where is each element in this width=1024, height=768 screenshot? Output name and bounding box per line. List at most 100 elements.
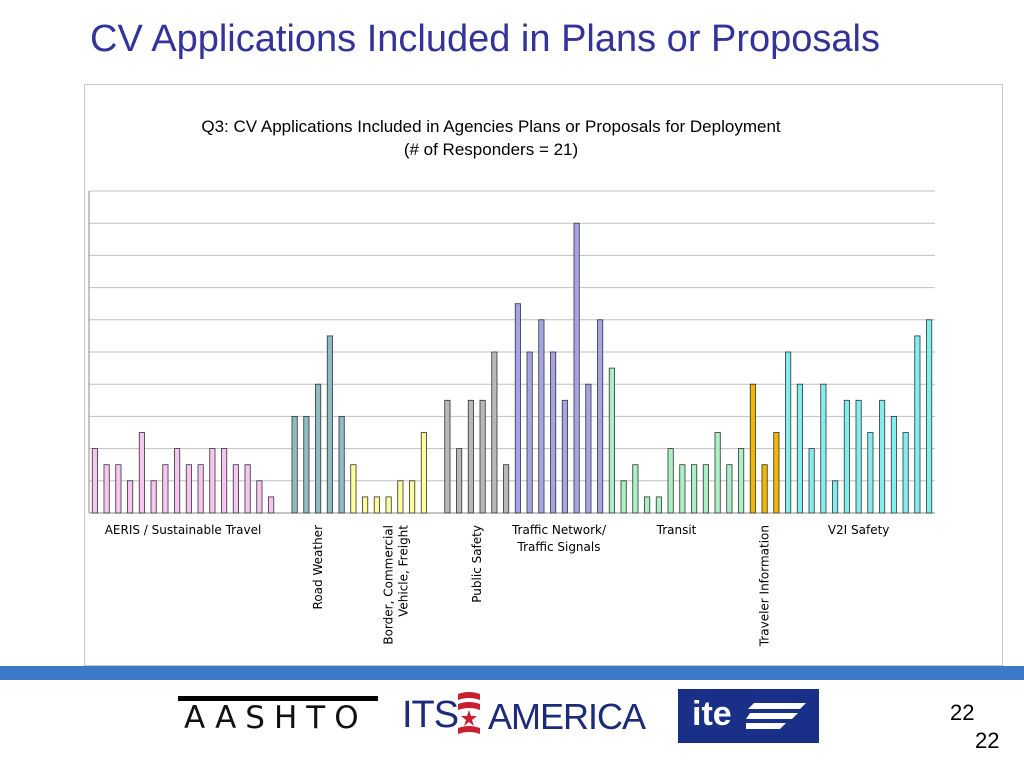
bar	[832, 480, 839, 514]
bar	[397, 480, 404, 514]
bar	[291, 415, 298, 514]
bar	[256, 480, 263, 514]
gridlines	[88, 190, 935, 514]
bar	[315, 383, 322, 514]
chart-frame: Q3: CV Applications Included in Agencies…	[84, 84, 1003, 666]
bar	[209, 448, 216, 514]
bar	[843, 399, 850, 514]
category-label-line2: Vehicle, Freight	[397, 525, 411, 617]
bar	[773, 432, 780, 514]
bar	[702, 464, 709, 514]
bar	[655, 496, 662, 514]
bar	[350, 464, 357, 514]
chart-subtitle: (# of Responders = 21)	[404, 140, 578, 159]
category-label: Public Safety	[470, 525, 484, 603]
its-logo-text: ITS	[402, 694, 459, 736]
america-logo-text: AMERICA	[488, 696, 646, 737]
bar	[714, 432, 721, 514]
flag-icon	[458, 692, 480, 734]
bar	[550, 351, 557, 514]
bar	[385, 496, 392, 514]
bar	[491, 351, 498, 514]
bar	[362, 496, 369, 514]
category-label: Traffic Network/	[511, 523, 607, 537]
bar	[503, 464, 510, 514]
ite-logo-text: ite	[692, 695, 732, 733]
bar	[620, 480, 627, 514]
bar	[232, 464, 239, 514]
category-labels: AERIS / Sustainable Travel Road Weather Bo…	[105, 523, 890, 647]
bar	[373, 496, 380, 514]
bar	[326, 335, 333, 514]
ite-logo: ite	[678, 689, 819, 743]
bar	[91, 448, 98, 514]
bar	[608, 367, 615, 514]
bar	[597, 319, 604, 514]
bar	[162, 464, 169, 514]
bar	[197, 464, 204, 514]
bar	[444, 399, 451, 514]
bar	[127, 480, 134, 514]
bar	[726, 464, 733, 514]
aashto-logo: AASHTO	[178, 696, 378, 740]
bar	[150, 480, 157, 514]
bar	[914, 335, 921, 514]
aashto-logo-text: AASHTO	[184, 700, 368, 736]
bottom-band	[0, 666, 1024, 680]
category-label: AERIS / Sustainable Travel	[105, 523, 262, 537]
bar	[761, 464, 768, 514]
bar	[749, 383, 756, 514]
page-number: 22	[950, 700, 975, 725]
bar-chart: Q3: CV Applications Included in Agencies…	[88, 117, 935, 647]
bar	[561, 399, 568, 514]
category-label: Traveler Information	[758, 525, 772, 647]
bar	[174, 448, 181, 514]
bar	[796, 383, 803, 514]
bar	[338, 415, 345, 514]
category-label: Border, Commercial	[382, 525, 396, 645]
bar	[244, 464, 251, 514]
bar	[738, 448, 745, 514]
bar	[573, 222, 580, 514]
bar	[420, 432, 427, 514]
bar	[585, 383, 592, 514]
bar	[185, 464, 192, 514]
bar	[785, 351, 792, 514]
bar	[808, 448, 815, 514]
bar	[679, 464, 686, 514]
bar	[820, 383, 827, 514]
bar	[879, 399, 886, 514]
bar	[456, 448, 463, 514]
bar	[115, 464, 122, 514]
bars	[91, 222, 933, 514]
bar	[138, 432, 145, 514]
bar	[221, 448, 228, 514]
bar	[467, 399, 474, 514]
slide-title: CV Applications Included in Plans or Pro…	[90, 18, 881, 60]
bar	[526, 351, 533, 514]
category-label: V2I Safety	[828, 523, 890, 537]
bar	[632, 464, 639, 514]
bar	[409, 480, 416, 514]
bar	[890, 415, 897, 514]
its-america-logo: ITS AMERICA	[402, 690, 652, 742]
bar	[514, 303, 521, 514]
bar	[667, 448, 674, 514]
bar	[103, 464, 110, 514]
aashto-logo-bar	[178, 696, 378, 701]
bar	[479, 399, 486, 514]
bar	[644, 496, 651, 514]
bar	[691, 464, 698, 514]
chart-title: Q3: CV Applications Included in Agencies…	[201, 117, 781, 136]
bar	[926, 319, 933, 514]
bar	[855, 399, 862, 514]
page-number-footer: 22	[975, 728, 1000, 753]
bar	[867, 432, 874, 514]
speed-lines-icon	[746, 703, 806, 729]
category-label: Road Weather	[311, 525, 325, 610]
bar	[902, 432, 909, 514]
bar	[538, 319, 545, 514]
bar	[268, 496, 275, 514]
bar	[303, 415, 310, 514]
category-label: Transit	[656, 523, 697, 537]
